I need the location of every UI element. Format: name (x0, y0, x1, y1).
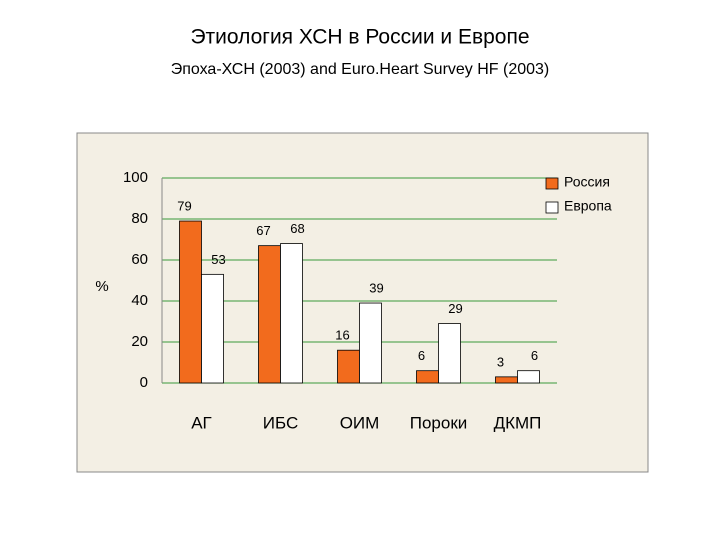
chart-panel (76, 132, 649, 473)
x-tick-label: АГ (191, 413, 212, 432)
data-label: 79 (177, 198, 191, 213)
data-label: 6 (418, 348, 425, 363)
legend-label: Европа (564, 198, 612, 214)
legend-label: Россия (564, 174, 610, 190)
bar (438, 323, 461, 384)
legend-swatch (545, 201, 559, 214)
bar (201, 273, 224, 384)
bar (337, 349, 360, 384)
data-label: 67 (256, 223, 270, 238)
bar (179, 220, 202, 384)
data-label: 16 (335, 328, 349, 343)
x-tick-label: ИБС (263, 413, 298, 432)
data-label: 3 (497, 354, 504, 369)
bar (517, 370, 540, 384)
x-tick-label: ДКМП (494, 413, 542, 432)
bar (359, 302, 382, 384)
legend-swatch (545, 177, 559, 190)
chart-subtitle: Эпоха-ХСН (2003) and Euro.Heart Survey H… (171, 61, 550, 78)
bar (258, 245, 281, 384)
x-tick-label: Пороки (410, 413, 468, 432)
chart-title: Этиология ХСН в России и Европе (190, 26, 529, 49)
data-label: 29 (448, 301, 462, 316)
bar (416, 370, 439, 384)
y-tick-label: 0 (140, 374, 148, 391)
y-tick-label: 20 (131, 333, 148, 350)
data-label: 6 (531, 348, 538, 363)
data-label: 68 (290, 221, 304, 236)
y-axis-label: % (95, 278, 108, 295)
y-tick-label: 40 (131, 292, 148, 309)
y-tick-label: 80 (131, 210, 148, 227)
x-tick-label: ОИМ (340, 413, 380, 432)
data-label: 53 (211, 252, 225, 267)
data-label: 39 (369, 280, 383, 295)
bar (280, 243, 303, 384)
bar (495, 376, 518, 384)
y-tick-label: 60 (131, 251, 148, 268)
y-tick-label: 100 (123, 169, 148, 186)
